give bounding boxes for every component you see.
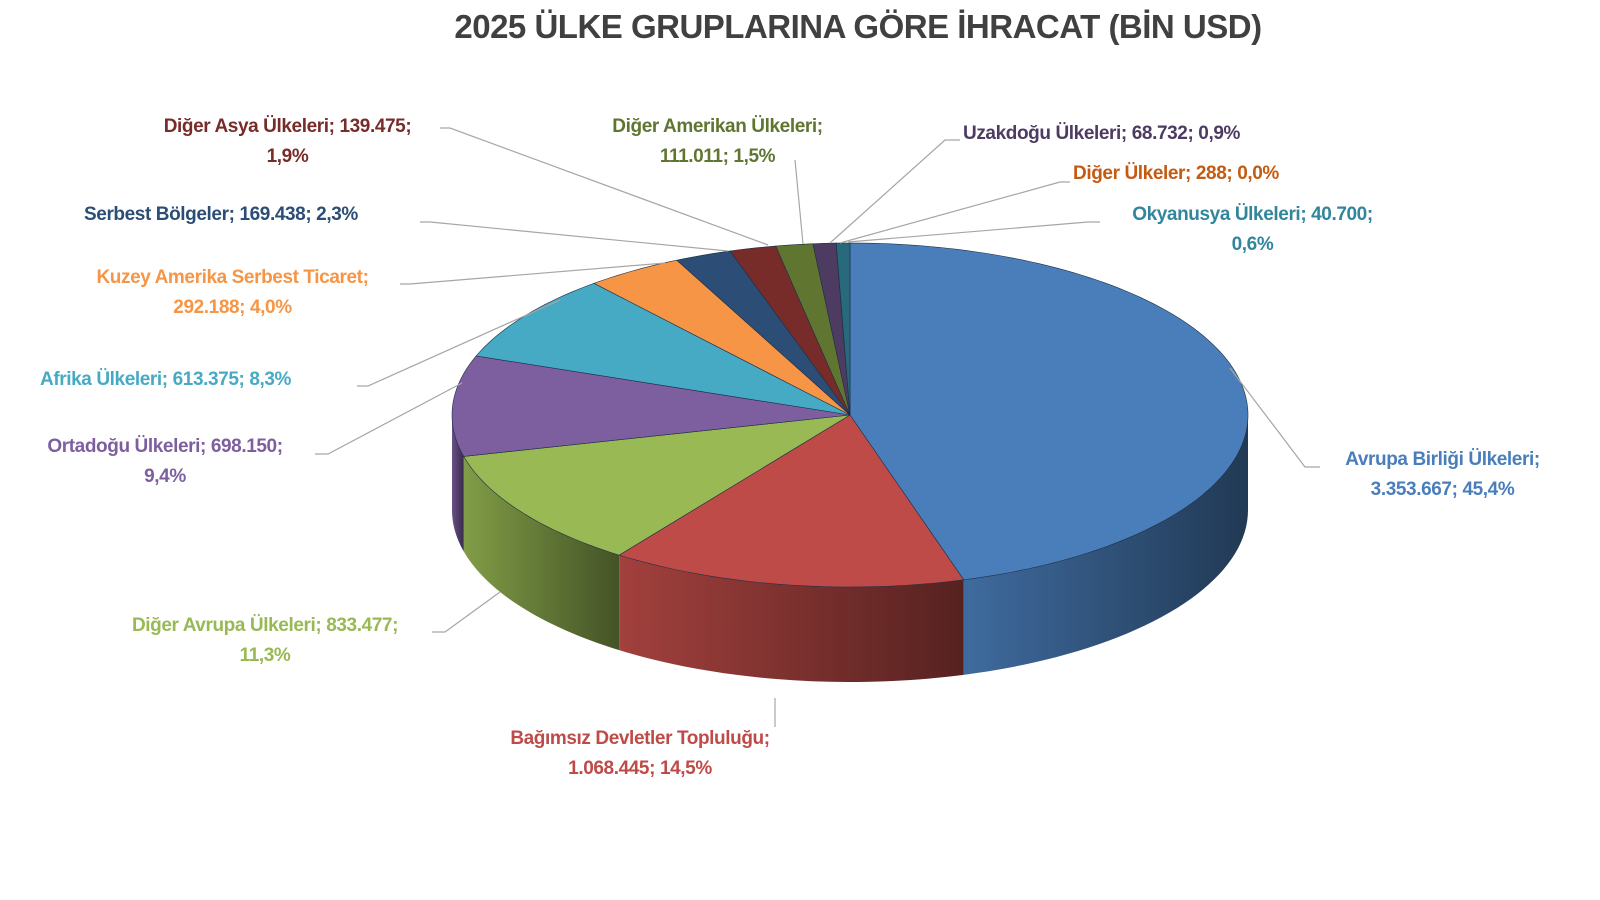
leader-line-okyanusya-u-lkeleri (847, 221, 1100, 243)
label-name: Diğer Amerikan Ülkeleri (612, 116, 817, 137)
data-label-avrupa-birlig-i-u-lkeleri: Avrupa Birliği Ülkeleri; 3.353.667; 45,4% (1345, 449, 1540, 500)
slice-avrupa-birlig-i-u-lkeleri[interactable] (849, 242, 1249, 581)
leader-line-dig-er-u-lkeler (839, 181, 1070, 244)
label-value: 613.375 (172, 369, 239, 390)
label-name: Okyanusya Ülkeleri (1132, 204, 1301, 225)
label-value: 40.700 (1311, 204, 1367, 225)
label-value: 833.477 (326, 615, 393, 636)
label-percent: 1,5% (733, 146, 776, 167)
label-percent: 14,5% (659, 758, 712, 779)
label-percent: 1,9% (266, 146, 309, 167)
data-label-afrika-u-lkeleri: Afrika Ülkeleri; 613.375; 8,3% (40, 369, 292, 390)
label-percent: 45,4% (1462, 479, 1515, 500)
data-label-bag-ms-z-devletler-toplulug-u: Bağımsız Devletler Topluluğu; 1.068.445; … (510, 728, 770, 779)
data-label-kuzey-amerika-serbest-ticaret: Kuzey Amerika Serbest Ticaret; 292.188; 4… (96, 267, 369, 318)
data-label-okyanusya-u-lkeleri: Okyanusya Ülkeleri; 40.700; 0,6% (1132, 204, 1373, 255)
leader-line-dig-er-asya-u-lkeleri (440, 127, 769, 246)
chart-title: 2025 ÜLKE GRUPLARINA GÖRE İHRACAT (BİN U… (454, 8, 1262, 45)
label-percent: 4,0% (250, 297, 292, 318)
slice-dig-er-avrupa-u-lkeleri[interactable] (463, 414, 851, 556)
leader-line-afrika-u-lkeleri (357, 299, 561, 387)
leader-line-dig-er-amerikan-u-lkeleri (794, 159, 804, 245)
slice-side-ortadog-u-u-lkeleri (452, 415, 464, 552)
label-name: Ortadoğu Ülkeleri (47, 436, 200, 457)
leader-line-kuzey-amerika-serbest-ticaret (400, 262, 666, 285)
label-name: Afrika Ülkeleri (40, 369, 162, 390)
label-percent: 0,6% (1231, 234, 1274, 255)
leader-line-dig-er-avrupa-u-lkeleri (432, 591, 501, 633)
data-label-dig-er-u-lkeler: Diğer Ülkeler; 288; 0,0% (1073, 163, 1279, 184)
label-percent: 8,3% (249, 369, 292, 390)
label-value: 68.732 (1131, 123, 1188, 144)
label-value: 139.475 (339, 116, 406, 137)
label-percent: 9,4% (144, 466, 186, 487)
label-percent: 0,9% (1198, 123, 1241, 144)
data-label-dig-er-amerikan-u-lkeleri: Diğer Amerikan Ülkeleri; 111.011; 1,5% (612, 116, 823, 167)
slice-okyanusya-u-lkeleri[interactable] (835, 242, 851, 416)
leader-line-serbest-bo-lgeler (420, 221, 729, 252)
label-name: Serbest Bölgeler (84, 204, 229, 225)
label-name: Diğer Ülkeler (1073, 163, 1186, 184)
label-name: Uzakdoğu Ülkeleri (963, 123, 1121, 144)
label-value: 698.150 (210, 436, 277, 457)
data-label-dig-er-asya-u-lkeleri: Diğer Asya Ülkeleri; 139.475; 1,9% (163, 116, 412, 167)
slice-side-dig-er-avrupa-u-lkeleri (463, 456, 620, 651)
label-value: 169.438 (239, 204, 306, 225)
label-value: 3.353.667 (1370, 479, 1452, 500)
slice-kuzey-amerika-serbest-ticaret[interactable] (593, 259, 851, 416)
label-name: Diğer Avrupa Ülkeleri (131, 615, 316, 636)
label-name: Kuzey Amerika Serbest Ticaret (96, 267, 363, 288)
data-label-serbest-bo-lgeler: Serbest Bölgeler; 169.438; 2,3% (84, 204, 358, 225)
label-name: Bağımsız Devletler Topluluğu (510, 728, 764, 749)
data-label-ortadog-u-u-lkeleri: Ortadoğu Ülkeleri; 698.150; 9,4% (47, 436, 283, 487)
leader-line-avrupa-birlig-i-u-lkeleri (1229, 367, 1320, 468)
label-percent: 11,3% (239, 645, 291, 666)
label-value: 288 (1195, 163, 1227, 184)
label-name: Avrupa Birliği Ülkeleri (1345, 449, 1534, 470)
label-value: 292.188 (173, 297, 240, 318)
data-label-dig-er-avrupa-u-lkeleri: Diğer Avrupa Ülkeleri; 833.477; 11,3% (131, 615, 399, 666)
slice-dig-er-asya-u-lkeleri[interactable] (729, 245, 851, 416)
slice-ortadog-u-u-lkeleri[interactable] (451, 355, 851, 457)
slice-bag-ms-z-devletler-toplulug-u[interactable] (618, 414, 965, 588)
label-value: 1.068.445 (568, 758, 650, 779)
label-value: 111.011 (659, 146, 723, 167)
leader-line-uzakdog-u-u-lkeleri (829, 139, 960, 244)
label-percent: 2,3% (316, 204, 358, 225)
leader-line-ortadog-u-u-lkeleri (315, 382, 463, 455)
slice-side-avrupa-birlig-i-u-lkeleri (963, 415, 1248, 675)
label-name: Diğer Asya Ülkeleri (163, 116, 329, 137)
data-label-uzakdog-u-u-lkeleri: Uzakdoğu Ülkeleri; 68.732; 0,9% (963, 123, 1241, 144)
label-percent: 0,0% (1237, 163, 1279, 184)
